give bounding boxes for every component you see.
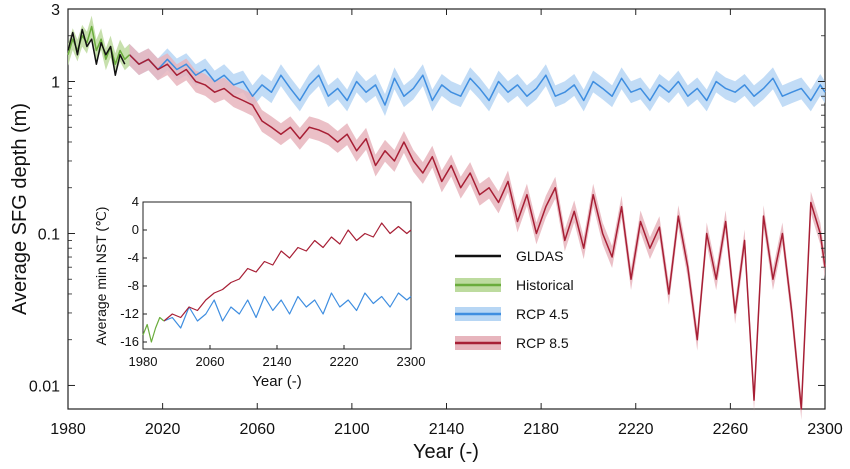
inset-series-lines xyxy=(142,222,412,343)
main-series-lines xyxy=(67,25,826,410)
inset-y-tick-label-0: 0 xyxy=(132,222,139,237)
main-x-tick-label-2100: 2100 xyxy=(334,421,370,438)
legend-label-gldas: GLDAS xyxy=(516,248,563,264)
inset-x-axis-label: Year (-) xyxy=(252,373,301,390)
inset-y-tick-label-4: 4 xyxy=(132,194,139,209)
main-series-gldas xyxy=(67,28,126,76)
main-x-tick-label-2220: 2220 xyxy=(618,421,654,438)
inset-x-tick-label-2300: 2300 xyxy=(397,354,426,369)
main-x-tick-label-2180: 2180 xyxy=(523,421,559,438)
main-band-rcp-8-5 xyxy=(129,43,826,420)
main-y-tick-label-1: 1 xyxy=(51,75,60,92)
main-y-ticks: 0.01 0.1 1 3 xyxy=(29,2,825,395)
main-chart: 1980 2020 2060 2100 2140 2180 2220 2260 2300 0.0… xyxy=(9,2,843,463)
legend-label-historical: Historical xyxy=(516,277,574,293)
inset-y-ticks: 4 0 -4 -8 -12 -16 xyxy=(120,194,147,349)
main-x-tick-label-2020: 2020 xyxy=(145,421,181,438)
main-x-tick-label-1980: 1980 xyxy=(50,421,86,438)
inset-x-ticks: 1980 2060 2140 2220 2300 xyxy=(129,345,426,369)
legend: GLDAS Historical RCP 4.5 RCP 8.5 xyxy=(455,248,574,351)
legend-label-rcp-4-5: RCP 4.5 xyxy=(516,306,569,322)
main-x-tick-label-2260: 2260 xyxy=(713,421,749,438)
main-x-tick-label-2140: 2140 xyxy=(429,421,465,438)
main-y-tick-label-0-1: 0.1 xyxy=(38,226,60,243)
main-x-tick-label-2060: 2060 xyxy=(239,421,275,438)
legend-label-rcp-8-5: RCP 8.5 xyxy=(516,335,569,351)
main-series-rcp-8-5 xyxy=(128,54,826,410)
inset-y-axis-label: Average min NST (℃) xyxy=(93,207,109,346)
main-x-ticks: 1980 2020 2060 2100 2140 2180 2220 2260 2300 xyxy=(50,9,843,438)
main-x-tick-label-2300: 2300 xyxy=(807,421,843,438)
inset-y-tick-label-4: -4 xyxy=(127,250,139,265)
inset-x-tick-label-1980: 1980 xyxy=(129,354,158,369)
inset-series-historical xyxy=(142,316,165,343)
inset-series-rcp-8-5 xyxy=(163,222,412,322)
inset-chart: 1980 2060 2140 2220 2300 4 0 -4 -8 -12 -16 Year (… xyxy=(86,194,426,392)
main-y-tick-label-0-01: 0.01 xyxy=(29,378,60,395)
inset-y-tick-label-12: -12 xyxy=(120,306,139,321)
main-y-axis-label: Average SFG depth (m) xyxy=(9,103,31,315)
inset-series-rcp-4-5 xyxy=(163,292,412,329)
inset-y-tick-label-16: -16 xyxy=(120,334,139,349)
inset-x-tick-label-2140: 2140 xyxy=(263,354,292,369)
inset-y-tick-label-8: -8 xyxy=(127,278,139,293)
main-series-rcp-4-5 xyxy=(128,54,826,106)
inset-x-tick-label-2220: 2220 xyxy=(330,354,359,369)
main-x-axis-label: Year (-) xyxy=(413,441,479,463)
inset-x-tick-label-2060: 2060 xyxy=(196,354,225,369)
main-y-tick-label-3: 3 xyxy=(51,2,60,19)
